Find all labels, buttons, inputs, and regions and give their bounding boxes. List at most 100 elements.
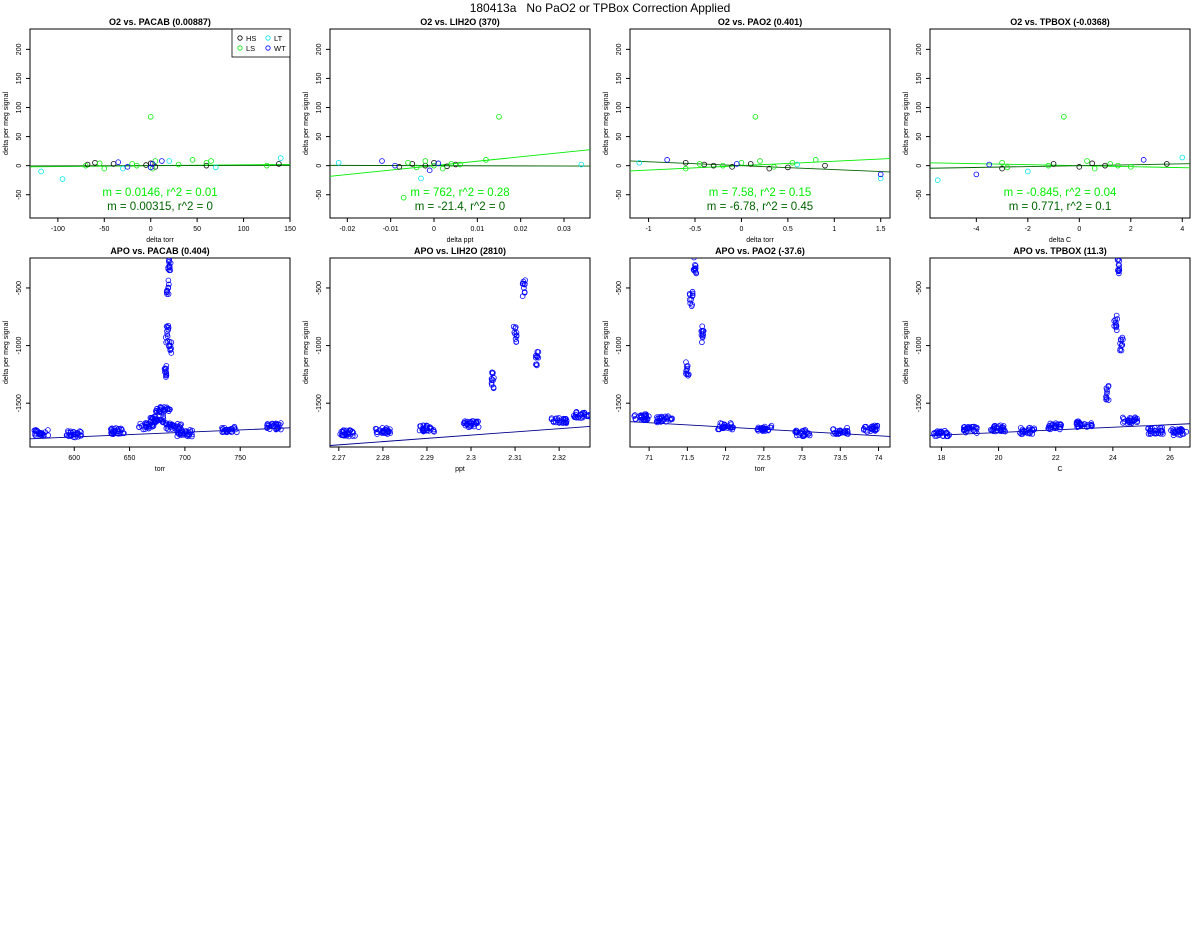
data-point	[656, 414, 662, 420]
data-point	[59, 176, 66, 182]
y-tick-label: 100	[16, 102, 23, 114]
data-point	[986, 161, 993, 168]
data-point	[729, 164, 735, 170]
y-axis-label: delta per meg signal	[903, 321, 910, 384]
data-point	[78, 429, 84, 435]
data-point	[418, 175, 424, 182]
data-point	[521, 289, 528, 296]
data-point	[186, 432, 192, 438]
data-point	[113, 425, 119, 431]
data-point	[183, 428, 189, 434]
legend-marker	[265, 45, 271, 51]
data-point	[573, 409, 580, 415]
data-point	[669, 416, 675, 423]
data-point	[801, 432, 808, 439]
fit-line	[930, 162, 1190, 169]
data-point	[413, 164, 420, 171]
legend-label: HS	[246, 34, 256, 43]
data-point	[124, 164, 131, 170]
data-point	[934, 177, 941, 184]
legend-marker	[237, 35, 243, 41]
plot-marks	[930, 114, 1190, 184]
data-point	[1113, 322, 1119, 328]
data-point	[221, 425, 228, 431]
data-point	[871, 422, 878, 429]
data-point	[489, 377, 495, 383]
data-point	[138, 423, 145, 429]
data-point	[991, 426, 998, 432]
data-point	[696, 161, 703, 167]
data-point	[1102, 162, 1108, 169]
data-point	[1179, 431, 1186, 437]
y-tick-label: -1500	[16, 394, 23, 412]
data-point	[877, 171, 884, 178]
y-tick-label: 200	[616, 43, 623, 55]
chart-title: O2 vs. TPBOX (-0.0368)	[1010, 17, 1110, 27]
data-point	[496, 114, 502, 120]
data-point	[654, 419, 660, 426]
y-tick-label: 100	[616, 102, 623, 114]
data-point	[1147, 428, 1153, 435]
data-point	[1020, 429, 1026, 435]
data-point	[1119, 334, 1126, 341]
plot-frame	[329, 28, 591, 219]
data-point	[727, 425, 734, 432]
x-tick-label: 4	[1180, 226, 1184, 233]
plot-marks	[930, 258, 1190, 440]
data-point	[822, 162, 828, 169]
data-point	[1045, 162, 1052, 169]
y-axis-label: delta per meg signal	[603, 321, 610, 384]
data-point	[1158, 427, 1165, 434]
x-tick-label: 24	[1109, 455, 1117, 462]
data-point	[995, 423, 1002, 429]
data-point	[1057, 421, 1064, 428]
data-point	[1084, 158, 1090, 164]
data-point	[159, 158, 165, 164]
y-tick-label: -1000	[616, 337, 623, 355]
data-point	[522, 277, 529, 283]
data-point	[439, 165, 446, 172]
x-tick-label: -0.5	[689, 226, 701, 233]
data-point	[710, 162, 717, 169]
x-axis-label: delta torr	[746, 237, 774, 244]
data-point	[1018, 430, 1025, 437]
data-point	[643, 412, 649, 419]
y-tick-label: -1000	[316, 337, 323, 355]
data-point	[519, 281, 526, 287]
data-point	[533, 361, 539, 368]
data-point	[166, 259, 172, 265]
data-point	[464, 421, 470, 427]
chart-title: APO vs. PAO2 (-37.6)	[715, 246, 805, 256]
data-point	[162, 369, 168, 375]
y-tick-label: -500	[16, 281, 23, 295]
data-point	[31, 427, 38, 434]
data-point	[550, 418, 557, 425]
data-point	[804, 429, 811, 436]
x-axis-label: delta ppt	[447, 237, 474, 244]
data-point	[727, 424, 734, 430]
regression-annotation: m = 0.0146, r^2 = 0.01	[102, 187, 217, 199]
data-point	[762, 425, 769, 432]
data-point	[577, 411, 584, 418]
x-tick-label: 700	[179, 455, 191, 462]
data-point	[166, 258, 173, 263]
data-point	[157, 404, 164, 410]
x-axis-label: C	[1057, 466, 1062, 473]
data-point	[277, 155, 284, 161]
data-point	[167, 267, 174, 274]
y-tick-label: -500	[616, 281, 623, 295]
fit-line	[330, 149, 590, 177]
data-point	[1046, 426, 1052, 432]
data-point	[101, 165, 108, 172]
x-tick-label: 2	[1129, 226, 1133, 233]
data-point	[1030, 427, 1036, 434]
data-point	[1113, 312, 1120, 319]
data-point	[1120, 416, 1127, 422]
data-point	[465, 424, 472, 430]
x-tick-label: -4	[973, 226, 979, 233]
y-axis-label: delta per meg signal	[303, 92, 310, 155]
data-point	[522, 281, 528, 287]
data-point	[1025, 168, 1031, 175]
plot-frame	[29, 257, 291, 448]
data-point	[1076, 164, 1083, 170]
